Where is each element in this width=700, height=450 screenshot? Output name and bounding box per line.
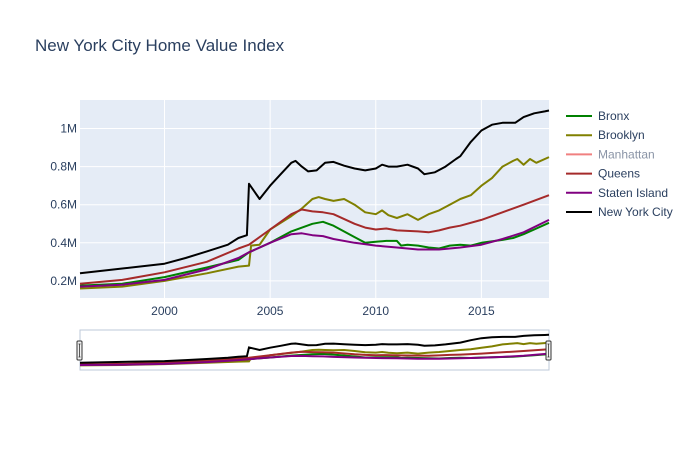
x-tick-label: 2010 [362, 304, 389, 318]
range-slider[interactable] [76, 329, 552, 371]
range-slider-line-queens [79, 348, 550, 366]
legend-item-bronx[interactable]: Bronx [566, 109, 629, 123]
y-tick-label: 0.8M [50, 160, 77, 174]
x-axis: 2000 2005 2010 2015 [151, 304, 495, 318]
series-layer [79, 109, 550, 290]
legend-label: Queens [598, 167, 640, 181]
legend-item-brooklyn[interactable]: Brooklyn [566, 128, 645, 142]
range-slider-line-staten-island [79, 352, 550, 366]
y-tick-label: 0.4M [50, 236, 77, 250]
legend-item-new-york-city[interactable]: New York City [566, 205, 673, 219]
y-tick-label: 0.2M [50, 274, 77, 288]
x-tick-label: 2000 [151, 304, 178, 318]
chart-title: New York City Home Value Index [35, 36, 285, 55]
x-gridlines [164, 100, 482, 298]
legend-label: Bronx [598, 109, 629, 123]
legend-label: Staten Island [598, 186, 668, 200]
legend-item-staten-island[interactable]: Staten Island [566, 186, 668, 200]
legend: Bronx Brooklyn Manhattan Queens Staten Islan… [566, 109, 673, 219]
legend-item-queens[interactable]: Queens [566, 167, 640, 181]
legend-label: Brooklyn [598, 128, 645, 142]
y-axis: 0.2M 0.4M 0.6M 0.8M 1M [50, 122, 77, 288]
series-line-queens [79, 194, 550, 285]
x-tick-label: 2015 [468, 304, 495, 318]
y-gridlines [80, 128, 549, 282]
x-tick-label: 2005 [257, 304, 284, 318]
y-tick-label: 0.6M [50, 198, 77, 212]
range-slider-right-handle[interactable] [545, 340, 552, 361]
legend-item-manhattan[interactable]: Manhattan [566, 147, 655, 161]
range-slider-left-handle[interactable] [76, 340, 83, 361]
series-line-brooklyn [79, 156, 550, 290]
range-slider-preview [79, 333, 550, 367]
y-tick-label: 1M [60, 122, 77, 136]
series-line-staten-island [79, 219, 550, 288]
range-slider-line-new-york-city [79, 333, 550, 364]
legend-label: New York City [598, 205, 673, 219]
series-line-new-york-city [79, 109, 550, 275]
legend-label: Manhattan [598, 147, 655, 161]
